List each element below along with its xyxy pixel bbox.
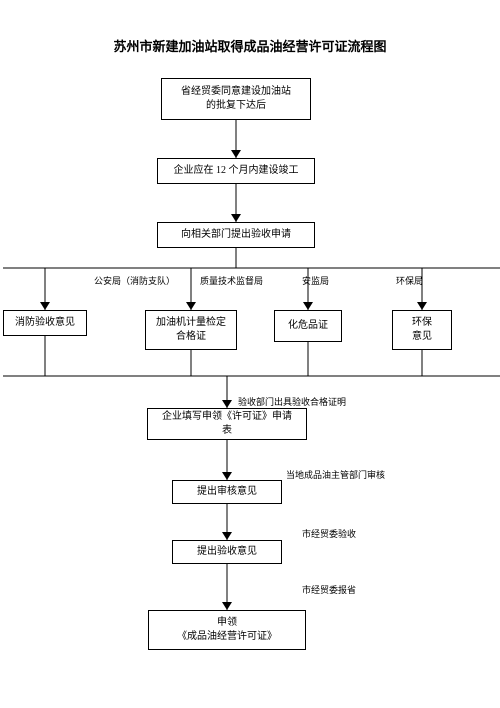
label-gongan: 公安局（消防支队）	[94, 274, 175, 287]
node-text: 省经贸委同意建设加油站的批复下达后	[181, 85, 291, 113]
node-env: 环保意见	[392, 310, 452, 350]
node-text: 提出审核意见	[197, 485, 257, 499]
label-anjian: 安监局	[302, 274, 329, 287]
node-start: 省经贸委同意建设加油站的批复下达后	[161, 78, 311, 120]
node-text: 消防验收意见	[15, 316, 75, 330]
node-meter: 加油机计量检定合格证	[145, 310, 237, 350]
node-construct: 企业应在 12 个月内建设竣工	[157, 158, 315, 184]
node-hazmat: 化危品证	[274, 310, 342, 342]
node-review: 提出审核意见	[172, 480, 282, 504]
node-text: 提出验收意见	[197, 545, 257, 559]
node-apply-lic: 企业填写申领《许可证》申请表	[147, 408, 307, 440]
flowchart-canvas: 苏州市新建加油站取得成品油经营许可证流程图 省经贸委同意建设加油站的批复下达后 …	[0, 0, 500, 708]
node-text: 企业应在 12 个月内建设竣工	[174, 164, 299, 178]
page-title: 苏州市新建加油站取得成品油经营许可证流程图	[0, 36, 500, 55]
node-apply-check: 向相关部门提出验收申请	[157, 222, 315, 248]
label-zhijian: 质量技术监督局	[200, 274, 263, 287]
label-huanbao: 环保局	[396, 274, 423, 287]
node-accept: 提出验收意见	[172, 540, 282, 564]
node-text: 申领《成品油经营许可证》	[177, 616, 277, 644]
label-shijmw1: 市经贸委验收	[302, 527, 356, 540]
node-text: 化危品证	[288, 319, 328, 333]
label-dangdi: 当地成品油主管部门审核	[286, 468, 385, 481]
node-text: 企业填写申领《许可证》申请表	[162, 410, 292, 438]
node-text: 环保意见	[412, 316, 432, 344]
label-yanshou: 验收部门出具验收合格证明	[238, 395, 346, 408]
label-shijmw2: 市经贸委报省	[302, 583, 356, 596]
node-fire: 消防验收意见	[3, 310, 87, 336]
node-obtain: 申领《成品油经营许可证》	[148, 610, 306, 650]
node-text: 向相关部门提出验收申请	[181, 228, 291, 242]
node-text: 加油机计量检定合格证	[156, 316, 226, 344]
